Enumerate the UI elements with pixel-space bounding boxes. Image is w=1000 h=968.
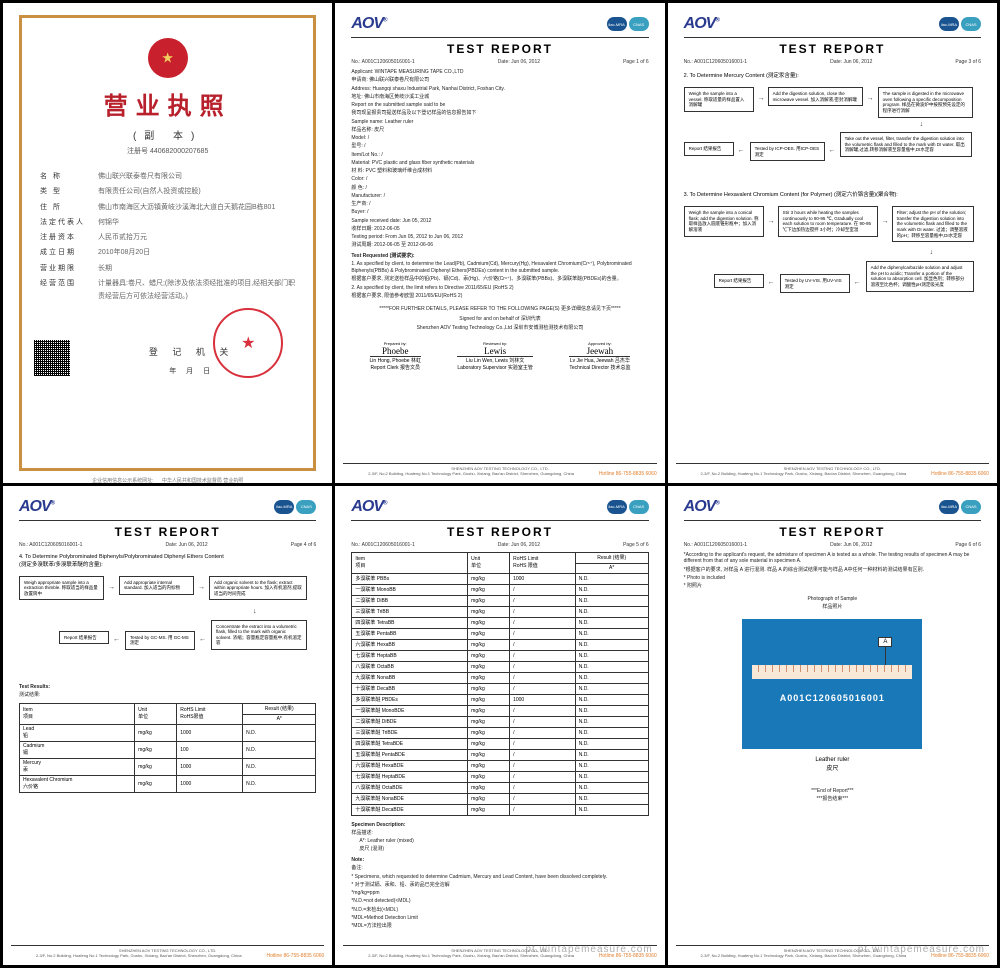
applicant-info-line: 我司现呈报贵司提送样品及以下登记样品的信息报告如下 [351, 110, 648, 117]
table-row: 九溴联苯醚 NonaBDEmg/kg/N.D. [352, 793, 648, 804]
results-table-pbb-pbde: Item项目Unit单位RoHS LimitRoHS 限值Result (结果)… [351, 552, 648, 816]
table-row: 十溴联苯 DecaBBmg/kg/N.D. [352, 683, 648, 694]
report-title: TEST REPORT [351, 42, 648, 56]
table-row: Lead铅mg/kg1000N.D. [20, 724, 316, 741]
applicant-info-line: Report on the submitted sample said to b… [351, 102, 648, 109]
cnas-badge-icon: CNAS [629, 17, 649, 31]
table-row: 多溴联苯醚 PBDEsmg/kg1000N.D. [352, 694, 648, 705]
table-row: 六溴联苯醚 HexaBDEmg/kg/N.D. [352, 760, 648, 771]
report-page-1: AOV® ilac-MRA CNAS TEST REPORT No.: A001… [335, 3, 664, 483]
official-seal-icon [213, 308, 283, 378]
applicant-info-line: 测试周期: 2012-06-05 至 2012-06-06 [351, 242, 648, 249]
license-field: 住 所佛山市南海区大沥镇黄岐沙溪海北大道白天鹅花园B栋801 [40, 201, 295, 214]
applicant-info-line: 收样日期: 2012-06-05 [351, 226, 648, 233]
national-emblem-icon [148, 38, 188, 78]
applicant-info-line: 型号: / [351, 143, 648, 150]
applicant-info-line: Address: Huangqi shaxu Industrial Park, … [351, 86, 648, 93]
table-row: 一溴联苯醚 MonoBDEmg/kg/N.D. [352, 705, 648, 716]
results-table-rohs: Item项目Unit单位RoHS LimitRoHS限值Result (结果)A… [19, 703, 316, 793]
applicant-info-line: Color: / [351, 176, 648, 183]
ilac-badge-icon: ilac-MRA [607, 17, 627, 31]
report-meta: No.: A001C120605016001-1 Date: Jun 06, 2… [351, 59, 648, 65]
table-row: 三溴联苯醚 TriBDEmg/kg/N.D. [352, 727, 648, 738]
table-row: 二溴联苯 DiBBmg/kg/N.D. [352, 595, 648, 606]
applicant-info-line: Sample name: Leather ruler [351, 119, 648, 126]
table-row: Hexavalent Chromium六价铬mg/kg1000N.D. [20, 775, 316, 792]
license-field: 注册资本人民币贰拾万元 [40, 231, 295, 244]
table-row: 七溴联苯 HeptaBBmg/kg/N.D. [352, 650, 648, 661]
license-reg: 注册号 440682000207685 [34, 146, 301, 156]
sample-id: A001C120605016001 [780, 693, 885, 703]
report-footer: SHENZHEN AOV TESTING TECHNOLOGY CO., LTD… [343, 463, 656, 477]
table-row: 二溴联苯醚 DiBDEmg/kg/N.D. [352, 716, 648, 727]
license-field: 类 型有限责任公司(自然人投资或控股) [40, 185, 295, 198]
applicant-info-line: Model: / [351, 135, 648, 142]
table-row: 十溴联苯醚 DecaBDEmg/kg/N.D. [352, 804, 648, 815]
table-row: 五溴联苯 PentaBBmg/kg/N.D. [352, 628, 648, 639]
applicant-info-line: 地址: 佛山市南海区黄岐沙溪工业城 [351, 94, 648, 101]
license-field: 名 称佛山联兴联泰卷尺有限公司 [40, 170, 295, 183]
license-field: 成立日期2010年08月20日 [40, 246, 295, 259]
mercury-flowchart: Weigh the sample into a vessel. 称取适量的样品置… [684, 87, 981, 182]
table-row: 六溴联苯 HexaBBmg/kg/N.D. [352, 639, 648, 650]
sample-name: Leather ruler皮尺 [684, 757, 981, 772]
license-subtitle: (副 本) [34, 127, 301, 142]
applicant-info-line: Sample received date: Jun 05, 2012 [351, 218, 648, 225]
applicant-info-line: Buyer: / [351, 209, 648, 216]
license-title: 营业执照 [34, 86, 301, 121]
table-row: 三溴联苯 TriBBmg/kg/N.D. [352, 606, 648, 617]
table-row: 七溴联苯醚 HeptaBDEmg/kg/N.D. [352, 771, 648, 782]
applicant-info-line: 样品名称: 皮尺 [351, 127, 648, 134]
section-2-header: 2. To Determine Mercury Content (测定汞含量): [684, 71, 981, 79]
table-row: Cadmium镉mg/kg100N.D. [20, 741, 316, 758]
report-page-5: AOV® ilac-MRACNAS TEST REPORT No.: A001C… [335, 486, 664, 966]
business-license-page: 营业执照 (副 本) 注册号 440682000207685 名 称佛山联兴联泰… [3, 3, 332, 483]
table-row: 九溴联苯 NonaBBmg/kg/N.D. [352, 672, 648, 683]
aov-logo: AOV® [684, 15, 719, 33]
section-3-header: 3. To Determine Hexavalent Chromium Cont… [684, 190, 981, 198]
further-details: *****FOR FURTHER DETAILS, PLEASE REFER T… [351, 306, 648, 313]
table-row: 五溴联苯醚 PentaBDEmg/kg/N.D. [352, 749, 648, 760]
table-row: 八溴联苯 OctaBBmg/kg/N.D. [352, 661, 648, 672]
report-page-3: AOV® ilac-MRACNAS TEST REPORT No.: A001C… [668, 3, 997, 483]
applicant-info-line: Applicant: WINTAPE MEASURING TAPE CO.,LT… [351, 69, 648, 76]
license-field: 法定代表人何锦华 [40, 216, 295, 229]
aov-logo: AOV® [351, 15, 386, 33]
table-row: 多溴联苯 PBBsmg/kg1000N.D. [352, 573, 648, 584]
applicant-info-line: 生产商: / [351, 201, 648, 208]
applicant-info-line: Manufacturer: / [351, 193, 648, 200]
applicant-info-line: Material: PVC plastic and glass fiber sy… [351, 160, 648, 167]
qr-code-icon [34, 340, 70, 376]
applicant-info-line: 颜 色: / [351, 185, 648, 192]
table-row: 四溴联苯醚 TetraBDEmg/kg/N.D. [352, 738, 648, 749]
signatures: Prepared by: Phoebe Lin Hong, Phoebe 林虹 … [351, 341, 648, 371]
report-page-4: AOV® ilac-MRACNAS TEST REPORT No.: A001C… [3, 486, 332, 966]
license-field: 营业期限长期 [40, 262, 295, 275]
ruler-sample-icon [752, 665, 912, 679]
applicant-info-line: 材 料: PVC 塑料和玻璃纤维合成材料 [351, 168, 648, 175]
applicant-info-line: Item/Lot No.: / [351, 152, 648, 159]
table-row: 八溴联苯醚 OctaBDEmg/kg/N.D. [352, 782, 648, 793]
chromium-flowchart: Weigh the sample into a conical flask; a… [684, 206, 981, 321]
pbb-flowchart: Weigh appropriate sample into a extracti… [19, 576, 316, 676]
table-row: Mercury汞mg/kg1000N.D. [20, 758, 316, 775]
sample-photograph: A A001C120605016001 [742, 619, 922, 749]
license-fields: 名 称佛山联兴联泰卷尺有限公司类 型有限责任公司(自然人投资或控股) 住 所佛山市… [34, 170, 301, 304]
sample-label-a: A [878, 637, 892, 647]
license-footer: 企业信用信息公示系统网址: 中华人民共和国技术监督局 营业执照 [19, 477, 316, 483]
applicant-info-line: Testing period: From Jun 05, 2012 to Jun… [351, 234, 648, 241]
table-row: 一溴联苯 MonoBBmg/kg/N.D. [352, 584, 648, 595]
test-requested-header: Test Requested (测试要求): [351, 253, 648, 260]
table-row: 四溴联苯 TetraBBmg/kg/N.D. [352, 617, 648, 628]
applicant-info-line: 申请商: 佛山联兴联泰卷尺有限公司 [351, 77, 648, 84]
license-field: 经营范围计量器具:卷尺、蜡尺;(除涉及依法须经批准的项目,经相关部门职责经营后方… [40, 277, 295, 304]
section-4-header: 4. To Determine Polybrominated Biphenyls… [19, 554, 316, 568]
report-page-6: AOV® ilac-MRACNAS TEST REPORT No.: A001C… [668, 486, 997, 966]
accreditation-badges: ilac-MRA CNAS [607, 17, 649, 31]
